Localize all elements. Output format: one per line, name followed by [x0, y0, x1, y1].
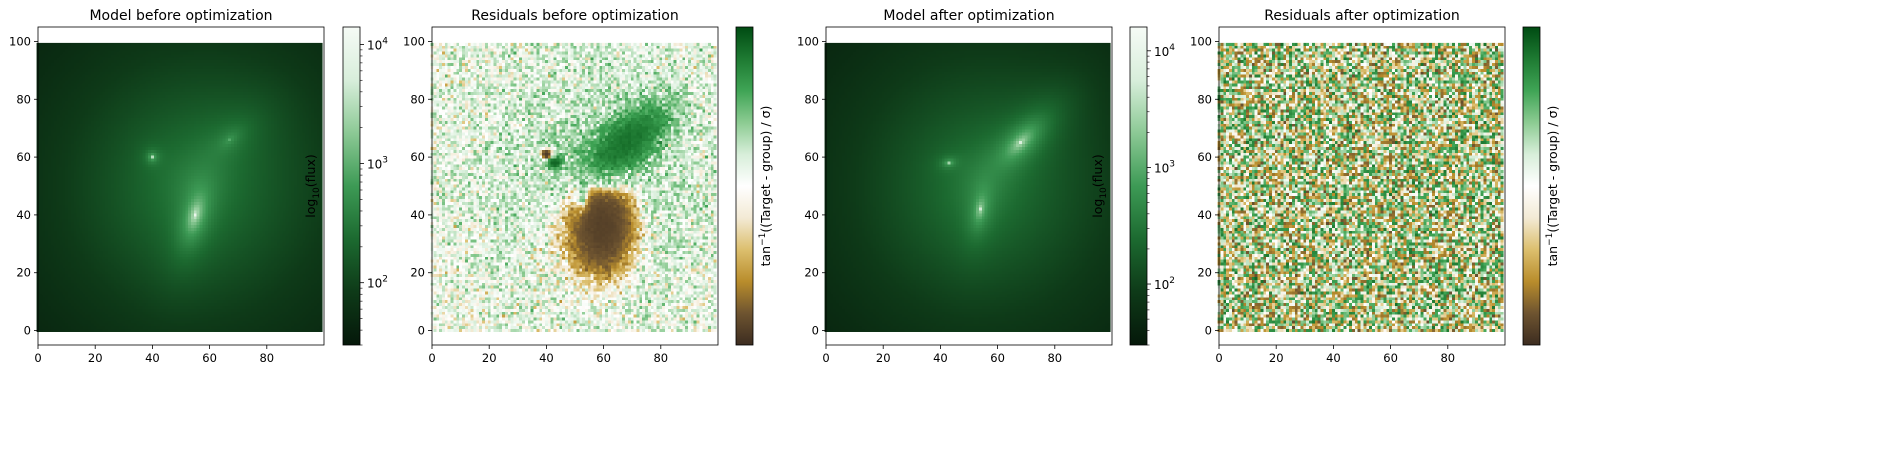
y-tick-label: 20	[1197, 266, 1212, 280]
y-tick-label: 100	[797, 34, 819, 48]
colorbar	[735, 26, 754, 346]
y-tick-label: 60	[16, 150, 31, 164]
y-tick-label: 40	[1197, 208, 1212, 222]
colorbar-tick-label: 104	[1154, 43, 1175, 59]
x-tick-label: 80	[1047, 351, 1062, 365]
x-tick-label: 20	[1269, 351, 1284, 365]
y-tick-label: 40	[804, 208, 819, 222]
x-tick-label: 40	[933, 351, 948, 365]
y-tick-label: 60	[804, 150, 819, 164]
y-tick-label: 80	[410, 92, 425, 106]
axes-frame	[431, 26, 719, 346]
colorbar-tick-label: 103	[1154, 159, 1175, 175]
x-tick-label: 0	[1215, 351, 1222, 365]
colorbar-tick-label: 102	[1154, 276, 1175, 292]
y-tick-label: 0	[418, 324, 425, 338]
y-tick-label: 80	[804, 92, 819, 106]
axes-frame	[1218, 26, 1506, 346]
axes-frame	[825, 26, 1113, 346]
y-tick-label: 40	[410, 208, 425, 222]
colorbar-tick-label: 102	[367, 275, 388, 291]
colorbar	[1129, 26, 1148, 346]
x-tick-label: 20	[876, 351, 891, 365]
heatmap-image	[1217, 42, 1504, 332]
x-tick-label: 60	[1383, 351, 1398, 365]
y-tick-label: 20	[16, 266, 31, 280]
y-tick-label: 0	[812, 324, 819, 338]
x-tick-label: 80	[259, 351, 274, 365]
y-tick-label: 60	[1197, 150, 1212, 164]
chart-title: Model after optimization	[883, 8, 1054, 24]
x-tick-label: 40	[539, 351, 554, 365]
y-tick-label: 20	[804, 266, 819, 280]
x-tick-label: 60	[990, 351, 1005, 365]
y-tick-label: 0	[24, 324, 31, 338]
x-tick-label: 0	[34, 351, 41, 365]
colorbar-label: log10(flux)	[303, 154, 322, 217]
x-tick-label: 0	[428, 351, 435, 365]
y-tick-label: 100	[9, 34, 31, 48]
x-tick-label: 40	[145, 351, 160, 365]
x-tick-label: 60	[202, 351, 217, 365]
y-tick-label: 100	[1190, 34, 1212, 48]
colorbar-label: tan−1((Target - group) / σ)	[1545, 106, 1560, 267]
colorbar	[342, 26, 361, 346]
colorbar-label: tan−1((Target - group) / σ)	[758, 106, 773, 267]
x-tick-label: 80	[1440, 351, 1455, 365]
chart-title: Residuals before optimization	[471, 8, 678, 24]
heatmap-image	[824, 42, 1111, 332]
y-tick-label: 100	[403, 34, 425, 48]
heatmap-image	[36, 42, 323, 332]
chart-title: Residuals after optimization	[1264, 8, 1460, 24]
axes-frame	[37, 26, 325, 346]
heatmap-image	[430, 42, 717, 332]
y-tick-label: 80	[16, 92, 31, 106]
y-tick-label: 60	[410, 150, 425, 164]
y-tick-label: 40	[16, 208, 31, 222]
colorbar-tick-label: 104	[367, 36, 388, 52]
x-tick-label: 20	[88, 351, 103, 365]
y-tick-label: 0	[1205, 324, 1212, 338]
x-tick-label: 40	[1326, 351, 1341, 365]
colorbar-label: log10(flux)	[1090, 154, 1109, 217]
x-tick-label: 80	[653, 351, 668, 365]
y-tick-label: 20	[410, 266, 425, 280]
x-tick-label: 0	[822, 351, 829, 365]
colorbar	[1522, 26, 1541, 346]
x-tick-label: 60	[596, 351, 611, 365]
chart-title: Model before optimization	[89, 8, 272, 24]
colorbar-tick-label: 103	[367, 156, 388, 172]
y-tick-label: 80	[1197, 92, 1212, 106]
x-tick-label: 20	[482, 351, 497, 365]
